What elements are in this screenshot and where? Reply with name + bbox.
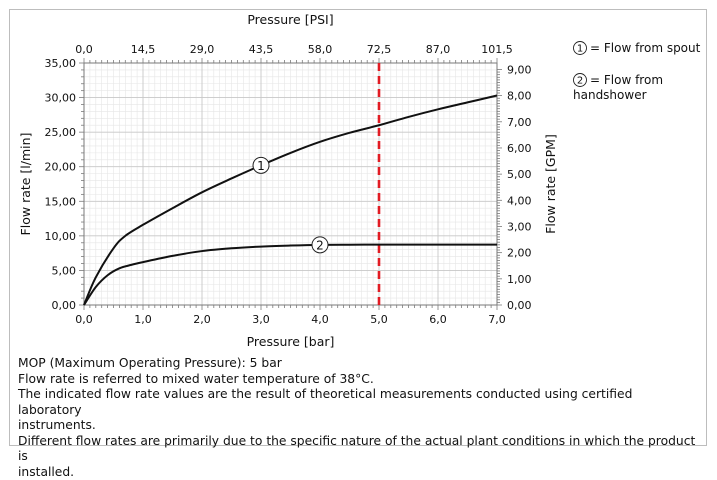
x-tick-label: 0,0 — [75, 313, 93, 326]
x-top-tick-label: 72,5 — [367, 43, 392, 56]
x-top-axis-title: Pressure [PSI] — [247, 12, 333, 27]
legend-text-1: = Flow from spout — [590, 41, 701, 55]
y-axis-title: Flow rate [l/min] — [18, 133, 33, 236]
legend-text-2: = Flow from — [590, 73, 663, 87]
y-right-tick-label: 2,00 — [507, 247, 532, 260]
y-tick-label: 10,00 — [45, 230, 77, 243]
y-right-tick-label: 3,00 — [507, 220, 532, 233]
x-top-tick-label: 43,5 — [249, 43, 274, 56]
x-top-tick-label: 101,5 — [481, 43, 513, 56]
y-right-tick-label: 5,00 — [507, 168, 532, 181]
note-line: The indicated flow rate values are the r… — [18, 387, 698, 418]
y-right-axis-title: Flow rate [GPM] — [543, 134, 558, 234]
y-tick-label: 30,00 — [45, 92, 77, 105]
x-top-tick-label: 29,0 — [190, 43, 215, 56]
legend-text-cont-2: handshower — [573, 88, 647, 102]
legend-symbol-label-2: 2 — [577, 76, 583, 87]
chart-notes: MOP (Maximum Operating Pressure): 5 bar … — [18, 356, 698, 480]
y-tick-label: 15,00 — [45, 195, 77, 208]
note-line: MOP (Maximum Operating Pressure): 5 bar — [18, 356, 698, 372]
y-right-tick-label: 6,00 — [507, 142, 532, 155]
note-line: Different flow rates are primarily due t… — [18, 434, 698, 465]
x-tick-label: 4,0 — [311, 313, 329, 326]
y-right-tick-label: 7,00 — [507, 116, 532, 129]
x-tick-label: 6,0 — [429, 313, 447, 326]
x-top-tick-label: 14,5 — [131, 43, 156, 56]
y-right-tick-label: 8,00 — [507, 90, 532, 103]
series-marker-label-1: 1 — [257, 159, 265, 173]
note-line: installed. — [18, 465, 698, 480]
x-top-tick-label: 0,0 — [75, 43, 93, 56]
note-line: Flow rate is referred to mixed water tem… — [18, 372, 698, 388]
x-axis-title: Pressure [bar] — [247, 334, 335, 349]
y-right-tick-label: 9,00 — [507, 63, 532, 76]
y-tick-label: 25,00 — [45, 126, 77, 139]
legend-symbol-label-1: 1 — [577, 44, 583, 55]
y-right-tick-label: 4,00 — [507, 194, 532, 207]
note-line: instruments. — [18, 418, 698, 434]
x-tick-label: 2,0 — [193, 313, 211, 326]
x-top-tick-label: 58,0 — [308, 43, 333, 56]
y-right-tick-label: 1,00 — [507, 273, 532, 286]
y-tick-label: 20,00 — [45, 161, 77, 174]
x-tick-label: 1,0 — [134, 313, 152, 326]
y-tick-label: 0,00 — [52, 299, 77, 312]
x-tick-label: 7,0 — [488, 313, 506, 326]
y-right-tick-label: 0,00 — [507, 299, 532, 312]
x-tick-label: 3,0 — [252, 313, 270, 326]
x-top-tick-label: 87,0 — [426, 43, 451, 56]
series-marker-label-2: 2 — [316, 238, 324, 252]
y-tick-label: 5,00 — [52, 264, 77, 277]
y-tick-label: 35,00 — [45, 57, 77, 70]
x-tick-label: 5,0 — [370, 313, 388, 326]
